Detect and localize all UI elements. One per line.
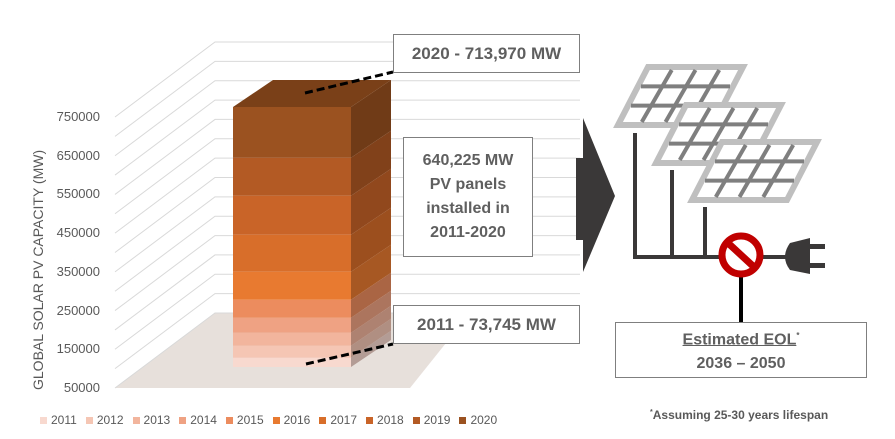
installed-line: 2011-2020	[430, 224, 506, 241]
panel-gridline	[640, 69, 674, 123]
bar-segment-2013	[233, 332, 351, 346]
bar-segment-2019	[233, 157, 351, 196]
bar-segment-2018	[233, 195, 351, 235]
legend-swatch	[225, 417, 233, 424]
top-label-box: 2020 - 713,970 MW	[393, 34, 580, 73]
bar-segment-2017	[233, 234, 351, 272]
legend-swatch	[366, 417, 374, 424]
bar-segment-2020	[233, 107, 351, 158]
y-tick-label: 450000	[56, 225, 100, 241]
bottom-label-box: 2011 - 73,745 MW	[393, 305, 580, 344]
bar-segment-2015	[233, 299, 351, 318]
right-arrow-body	[576, 158, 583, 240]
legend: 2011 2012 2013 2014 2015 2016 2017 2018 2019 2020	[40, 413, 497, 427]
legend-label: 2014	[190, 413, 217, 427]
bar-side-2013	[351, 305, 391, 346]
footnote-text: Assuming 25-30 years lifespan	[652, 408, 829, 422]
legend-swatch	[319, 417, 327, 424]
y-tick-label: 650000	[56, 147, 100, 163]
bar-side-2012	[351, 318, 391, 358]
installed-line: 640,225 MW	[422, 152, 514, 169]
legend-label: 2016	[283, 413, 311, 427]
eol-range: 2036 – 2050	[696, 355, 786, 373]
legend-label: 2015	[236, 413, 264, 427]
bar-side-2017	[351, 207, 391, 272]
legend-swatch	[272, 417, 280, 424]
y-tick-label: 750000	[56, 109, 100, 124]
panel-gridline	[737, 144, 772, 198]
footnote: *Assuming 25-30 years lifespan	[650, 408, 828, 422]
prohibited-slash	[725, 240, 757, 270]
footnote-mark: *	[650, 409, 653, 416]
legend-label: 2018	[377, 413, 404, 427]
y-tick-label: 150000	[56, 341, 100, 357]
bar-segment-2012	[233, 345, 351, 358]
legend-swatch	[179, 417, 187, 424]
eol-mark: *	[796, 330, 800, 340]
plug-icon	[785, 238, 810, 274]
gridline	[114, 99, 580, 176]
panel-gridline	[663, 69, 698, 123]
installed-box: 640,225 MW PV panels installed in 2011-2…	[403, 137, 533, 257]
installed-line: PV panels	[429, 176, 507, 193]
legend-label: 2019	[423, 413, 451, 427]
legend-label: 2012	[96, 413, 124, 427]
legend-item-2012: 2012	[85, 413, 124, 427]
legend-item-2017: 2017	[319, 413, 357, 427]
legend-swatch	[85, 417, 93, 424]
legend-item-2011: 2011	[40, 413, 77, 427]
eol-box: Estimated EOL* 2036 – 2050	[615, 322, 867, 378]
top-label: 2020 - 713,970 MW	[411, 43, 562, 63]
bar-side-2020	[351, 80, 391, 158]
legend-swatch	[412, 417, 420, 424]
y-tick-label: 550000	[56, 186, 100, 202]
legend-item-2020: 2020	[459, 413, 497, 427]
legend-item-2019: 2019	[412, 413, 451, 427]
bar-side-2015	[351, 272, 391, 318]
bar-side-2016	[351, 244, 391, 300]
bar-segment-2011	[233, 357, 351, 367]
legend-item-2018: 2018	[366, 413, 404, 427]
panel-gridline	[761, 144, 795, 198]
gridline	[114, 118, 580, 195]
legend-item-2015: 2015	[225, 413, 264, 427]
eol-title: Estimated EOL	[682, 331, 797, 349]
bar-segment-2014	[233, 317, 351, 333]
legend-label: 2011	[51, 413, 77, 427]
gridline	[114, 80, 580, 157]
panel-gridline	[714, 144, 748, 198]
right-arrow-icon	[576, 118, 615, 272]
legend-item-2016: 2016	[272, 413, 311, 427]
y-tick-label: 50000	[63, 380, 100, 395]
y-tick-label: 350000	[56, 263, 100, 279]
plug-prong	[810, 263, 825, 268]
legend-label: 2017	[330, 413, 358, 427]
legend-item-2013: 2013	[132, 413, 171, 427]
gridline	[114, 293, 580, 370]
bottom-label: 2011 - 73,745 MW	[417, 314, 556, 334]
plug-prong	[810, 244, 825, 249]
y-tick-label: 250000	[56, 302, 100, 318]
gridline	[114, 273, 580, 350]
legend-swatch	[132, 417, 140, 424]
leader-top	[304, 70, 394, 95]
bar-top	[233, 80, 391, 107]
legend-label: 2013	[143, 413, 171, 427]
bar-side-2019	[351, 130, 391, 196]
leader-bottom	[305, 342, 394, 366]
legend-swatch	[459, 417, 467, 424]
legend-label: 2020	[470, 413, 498, 427]
bar-side-2018	[351, 168, 391, 235]
panel-gridline	[678, 107, 712, 161]
legend-item-2014: 2014	[179, 413, 217, 427]
legend-swatch	[40, 417, 47, 424]
bar-segment-2016	[233, 271, 351, 300]
installed-line: installed in	[426, 200, 510, 217]
bar-side-2014	[351, 290, 391, 333]
panel-gridline	[701, 107, 736, 161]
